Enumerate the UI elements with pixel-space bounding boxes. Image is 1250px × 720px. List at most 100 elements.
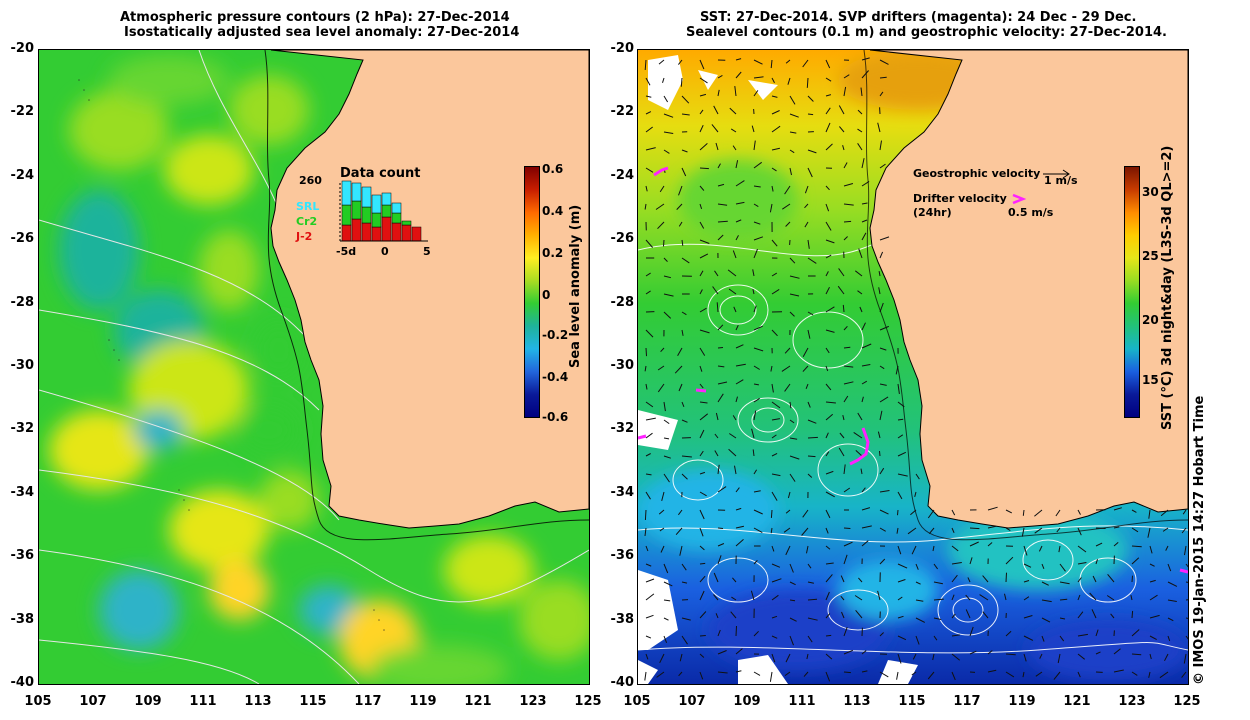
velocity-arrow: [751, 428, 755, 439]
velocity-arrow: [678, 59, 683, 65]
velocity-arrow: [645, 653, 649, 660]
velocity-arrow: [857, 290, 863, 295]
velocity-arrow: [1023, 580, 1030, 583]
velocity-arrow: [1038, 545, 1043, 552]
velocity-arrow: [879, 410, 883, 421]
geostrophic-velocity-label: Geostrophic velocity: [913, 167, 1041, 180]
velocity-arrow: [789, 617, 797, 622]
velocity-arrow: [645, 95, 652, 98]
velocity-arrow: [735, 625, 737, 637]
velocity-arrow: [1095, 527, 1106, 529]
velocity-arrow: [1148, 671, 1151, 678]
inset-xtick-2: 5: [423, 245, 431, 258]
velocity-arrow: [728, 288, 737, 295]
velocity-arrow: [663, 257, 668, 262]
velocity-arrow: [717, 203, 728, 206]
velocity-arrow: [750, 590, 755, 601]
velocity-arrow: [969, 527, 980, 530]
velocity-arrow: [735, 396, 738, 403]
left-title-line2: Isostatically adjusted sea level anomaly…: [124, 25, 520, 40]
velocity-arrow: [679, 653, 683, 662]
velocity-arrow: [717, 381, 728, 385]
velocity-arrow: [771, 95, 778, 98]
velocity-arrow: [699, 239, 710, 244]
sst-map-graphic: [638, 50, 1188, 684]
velocity-arrow: [897, 635, 907, 641]
right-xtick: 123: [1118, 694, 1146, 709]
inset-legend-j2: J-2: [296, 230, 313, 243]
velocity-arrow: [789, 635, 794, 646]
velocity-arrow: [951, 671, 956, 681]
velocity-arrow: [714, 433, 719, 439]
velocity-arrow: [663, 473, 670, 483]
inset-bar-segment: [411, 226, 422, 242]
velocity-arrow: [729, 433, 737, 439]
velocity-arrow: [715, 142, 719, 151]
inset-bar-segment: [371, 212, 382, 228]
velocity-arrow: [787, 491, 791, 499]
velocity-arrow: [787, 77, 791, 85]
sst-cbar-tick-2: 20: [1142, 313, 1159, 327]
velocity-arrow: [861, 219, 868, 223]
velocity-arrow: [879, 527, 886, 532]
velocity-arrow: [1113, 542, 1119, 547]
velocity-arrow: [1183, 653, 1187, 664]
velocity-arrow: [807, 149, 817, 154]
velocity-arrow: [843, 86, 847, 97]
velocity-arrow: [1131, 509, 1137, 513]
velocity-arrow: [1167, 617, 1174, 622]
velocity-arrow: [1131, 545, 1142, 548]
velocity-arrow: [987, 669, 997, 673]
velocity-arrow: [681, 113, 690, 116]
velocity-arrow: [879, 490, 890, 493]
velocity-arrow: [734, 86, 737, 97]
velocity-arrow: [927, 671, 935, 680]
velocity-arrow: [1185, 635, 1188, 640]
velocity-arrow: [659, 185, 665, 193]
velocity-arrow: [928, 527, 935, 535]
velocity-arrow: [1131, 610, 1134, 619]
velocity-arrow: [1034, 527, 1043, 534]
velocity-arrow: [699, 307, 707, 313]
velocity-arrow: [825, 271, 829, 277]
velocity-arrow: [645, 545, 649, 552]
right-xtick: 111: [788, 694, 816, 709]
velocity-arrow: [807, 635, 813, 643]
velocity-arrow: [1113, 507, 1122, 511]
velocity-arrow: [681, 329, 684, 336]
velocity-arrow: [770, 59, 773, 69]
velocity-arrow: [807, 311, 814, 316]
velocity-arrow: [987, 525, 997, 529]
velocity-arrow: [1107, 573, 1115, 583]
velocity-arrow: [1023, 653, 1027, 662]
velocity-arrow: [979, 594, 989, 601]
velocity-arrow: [753, 305, 757, 313]
velocity-arrow: [753, 410, 757, 421]
velocity-arrow: [879, 396, 889, 403]
velocity-arrow: [645, 383, 648, 390]
left-ytick: -40: [10, 675, 35, 690]
velocity-arrow: [843, 627, 848, 637]
velocity-arrow: [1149, 594, 1158, 601]
velocity-arrow: [841, 611, 845, 619]
velocity-arrow: [789, 131, 797, 134]
sst-cbar-label: SST (°C) 3d night&day (L3S-3d QL>=2): [1160, 145, 1175, 430]
velocity-arrow: [753, 90, 759, 97]
inset-bar-segment: [341, 204, 352, 226]
velocity-arrow: [857, 412, 863, 421]
velocity-arrow: [645, 126, 653, 133]
velocity-arrow: [879, 76, 887, 79]
velocity-arrow: [1162, 527, 1169, 532]
velocity-arrow: [897, 473, 908, 477]
velocity-arrow: [699, 527, 704, 537]
velocity-arrow: [843, 464, 846, 475]
velocity-arrow: [877, 431, 881, 439]
velocity-arrow: [807, 329, 811, 339]
velocity-arrow: [825, 107, 831, 115]
inset-xtick-0: -5d: [336, 245, 357, 258]
velocity-arrow: [1059, 635, 1065, 642]
velocity-arrow: [753, 397, 760, 403]
velocity-arrow: [858, 577, 863, 583]
velocity-arrow: [783, 527, 791, 533]
velocity-arrow: [825, 94, 832, 97]
